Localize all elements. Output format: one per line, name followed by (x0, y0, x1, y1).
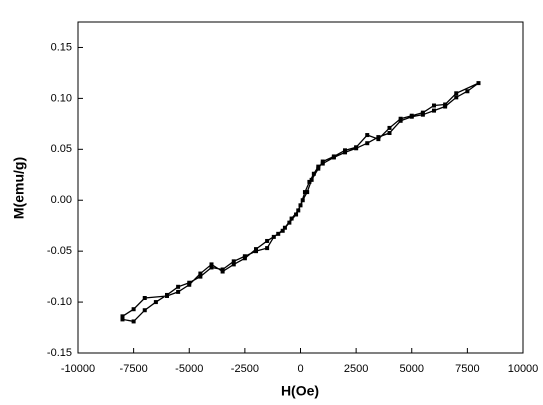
data-point (120, 317, 125, 322)
data-point (420, 110, 425, 115)
data-point (398, 118, 403, 123)
data-point (209, 262, 214, 267)
x-tick-label: 5000 (400, 363, 424, 375)
data-point (271, 234, 276, 239)
data-point (276, 231, 281, 236)
y-axis-label: M(emu/g) (11, 157, 27, 219)
data-point (282, 225, 287, 230)
x-tick-label: 2500 (344, 363, 368, 375)
data-point (309, 177, 314, 182)
data-point (465, 89, 470, 94)
data-point (254, 249, 258, 254)
data-point (142, 308, 147, 313)
data-point (443, 104, 448, 109)
data-point (265, 238, 270, 243)
data-point (307, 179, 312, 184)
data-point (302, 190, 307, 195)
data-point (209, 265, 214, 270)
y-tick-label: -0.15 (47, 347, 72, 359)
data-point (176, 284, 181, 289)
plot-frame (77, 21, 524, 354)
x-tick-label: -7500 (120, 363, 148, 375)
data-point (343, 148, 347, 153)
data-point (265, 246, 270, 251)
x-tick-label: -10000 (61, 363, 95, 375)
x-axis-label: H(Oe) (281, 383, 319, 399)
data-point (409, 113, 414, 118)
data-point (454, 91, 459, 96)
data-point (142, 296, 147, 301)
x-tick-label: 7500 (455, 363, 479, 375)
data-point (316, 164, 321, 169)
y-tick-label: -0.10 (47, 296, 72, 308)
data-point (476, 81, 481, 86)
data-point (289, 216, 294, 221)
data-point (365, 141, 370, 146)
data-point (298, 203, 303, 208)
data-point (365, 133, 370, 138)
data-point (287, 220, 292, 225)
data-point (420, 112, 425, 117)
x-tick-label: -5000 (175, 363, 203, 375)
data-point (198, 274, 203, 279)
data-point (432, 103, 436, 108)
data-point (131, 307, 136, 312)
data-point (311, 171, 316, 176)
data-point (176, 289, 181, 294)
data-point (398, 116, 403, 121)
data-point (198, 271, 203, 276)
x-tick-label: 0 (297, 363, 303, 375)
data-point (376, 135, 381, 140)
data-point (320, 159, 325, 164)
data-point (294, 212, 299, 217)
data-point (296, 208, 301, 213)
data-point (220, 269, 225, 274)
data-point (354, 145, 359, 150)
y-tick-label: 0.15 (51, 41, 72, 53)
y-tick-label: -0.05 (47, 245, 72, 257)
data-point (231, 259, 236, 264)
data-point (153, 300, 158, 305)
y-tick-label: 0.05 (51, 143, 72, 155)
data-point (120, 314, 125, 319)
data-point (432, 108, 436, 113)
data-point (242, 256, 247, 261)
data-point (331, 154, 336, 159)
data-point (231, 262, 236, 267)
data-point (280, 228, 285, 233)
data-point (305, 190, 310, 195)
data-point (187, 280, 192, 285)
data-point (165, 293, 169, 298)
data-point (300, 198, 305, 203)
data-point (254, 247, 258, 252)
data-point (443, 102, 448, 107)
x-tick-label: -2500 (231, 363, 259, 375)
data-point (316, 166, 321, 171)
y-tick-label: 0.00 (51, 194, 72, 206)
data-point (242, 254, 247, 259)
data-point (387, 125, 392, 130)
data-point (454, 95, 459, 100)
data-point (320, 161, 325, 166)
y-tick-label: 0.10 (51, 92, 72, 104)
data-point (220, 267, 225, 272)
data-point (187, 282, 192, 287)
data-point (131, 319, 136, 324)
data-point (387, 131, 392, 136)
data-point (343, 150, 347, 155)
x-tick-label: 10000 (508, 363, 539, 375)
data-point (376, 137, 381, 142)
data-line (122, 82, 479, 323)
